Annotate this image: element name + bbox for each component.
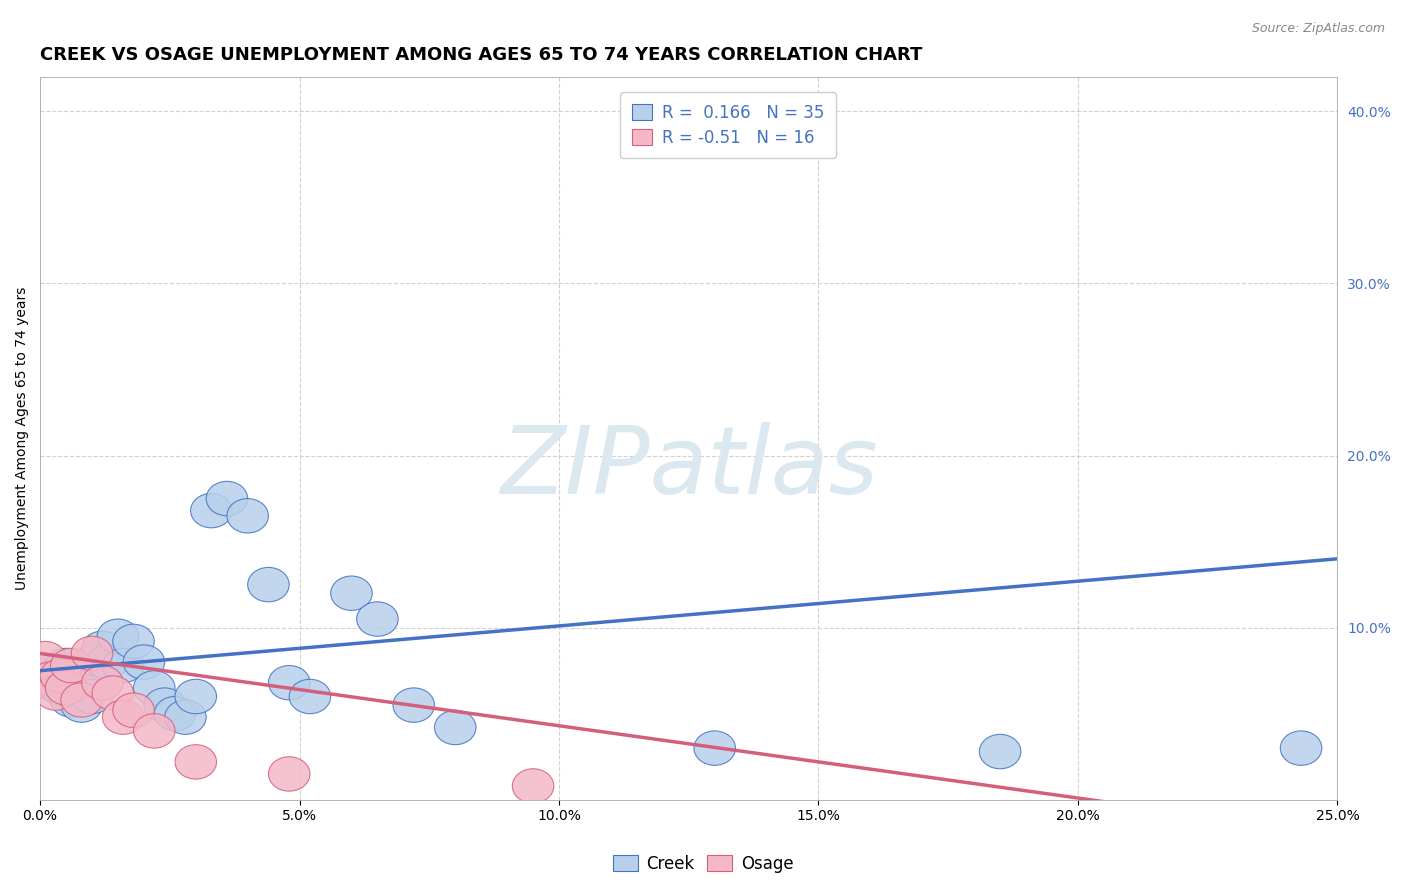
Ellipse shape: [134, 671, 174, 705]
Ellipse shape: [72, 680, 112, 714]
Ellipse shape: [512, 769, 554, 803]
Ellipse shape: [247, 567, 290, 602]
Ellipse shape: [226, 499, 269, 533]
Ellipse shape: [143, 688, 186, 723]
Ellipse shape: [51, 682, 91, 717]
Ellipse shape: [66, 662, 108, 697]
Ellipse shape: [165, 700, 207, 734]
Ellipse shape: [134, 714, 174, 748]
Ellipse shape: [1281, 731, 1322, 765]
Ellipse shape: [35, 676, 76, 710]
Ellipse shape: [41, 658, 82, 693]
Ellipse shape: [24, 654, 66, 688]
Ellipse shape: [60, 682, 103, 717]
Ellipse shape: [51, 648, 91, 682]
Ellipse shape: [155, 697, 195, 731]
Ellipse shape: [56, 665, 97, 700]
Ellipse shape: [112, 693, 155, 728]
Ellipse shape: [174, 745, 217, 779]
Legend: R =  0.166   N = 35, R = -0.51   N = 16: R = 0.166 N = 35, R = -0.51 N = 16: [620, 93, 837, 159]
Ellipse shape: [290, 680, 330, 714]
Ellipse shape: [103, 700, 143, 734]
Ellipse shape: [35, 658, 76, 693]
Ellipse shape: [174, 680, 217, 714]
Ellipse shape: [30, 665, 72, 700]
Ellipse shape: [392, 688, 434, 723]
Ellipse shape: [269, 665, 309, 700]
Ellipse shape: [72, 636, 112, 671]
Ellipse shape: [103, 648, 143, 682]
Ellipse shape: [269, 756, 309, 791]
Ellipse shape: [82, 631, 124, 665]
Ellipse shape: [97, 619, 139, 654]
Ellipse shape: [45, 648, 87, 682]
Ellipse shape: [82, 665, 124, 700]
Text: Source: ZipAtlas.com: Source: ZipAtlas.com: [1251, 22, 1385, 36]
Text: ZIPatlas: ZIPatlas: [499, 422, 877, 513]
Ellipse shape: [330, 576, 373, 610]
Ellipse shape: [45, 671, 87, 705]
Legend: Creek, Osage: Creek, Osage: [606, 848, 800, 880]
Text: CREEK VS OSAGE UNEMPLOYMENT AMONG AGES 65 TO 74 YEARS CORRELATION CHART: CREEK VS OSAGE UNEMPLOYMENT AMONG AGES 6…: [41, 46, 922, 64]
Ellipse shape: [91, 676, 134, 710]
Ellipse shape: [207, 482, 247, 516]
Ellipse shape: [24, 641, 66, 676]
Ellipse shape: [87, 645, 128, 680]
Ellipse shape: [695, 731, 735, 765]
Ellipse shape: [112, 624, 155, 658]
Ellipse shape: [434, 710, 477, 745]
Ellipse shape: [124, 645, 165, 680]
Ellipse shape: [357, 602, 398, 636]
Ellipse shape: [191, 493, 232, 528]
Ellipse shape: [980, 734, 1021, 769]
Ellipse shape: [30, 662, 72, 697]
Ellipse shape: [41, 671, 82, 705]
Ellipse shape: [76, 641, 118, 676]
Y-axis label: Unemployment Among Ages 65 to 74 years: Unemployment Among Ages 65 to 74 years: [15, 286, 30, 590]
Ellipse shape: [60, 688, 103, 723]
